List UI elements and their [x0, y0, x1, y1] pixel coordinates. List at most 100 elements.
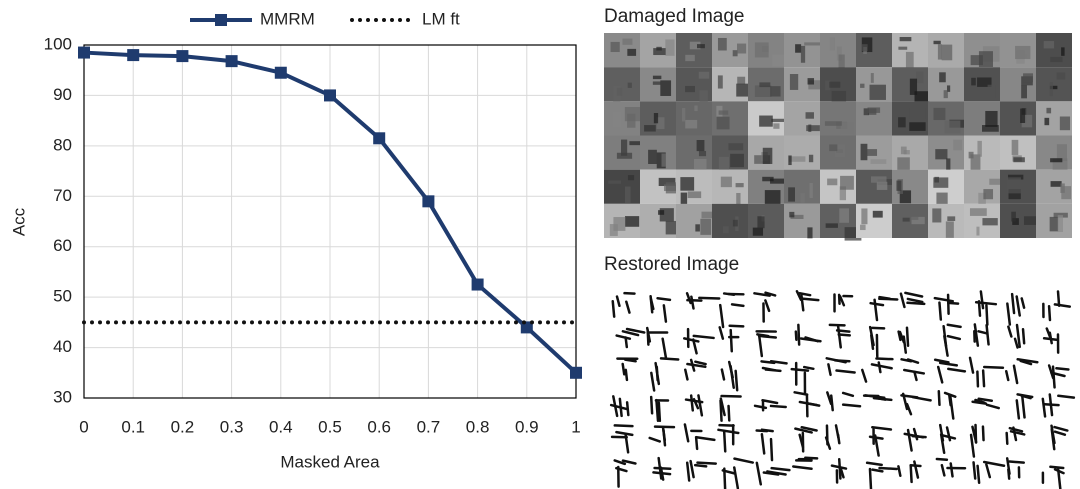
glyph-stroke: [1010, 292, 1016, 315]
tile-stroke: [807, 78, 815, 85]
glyph-stroke: [615, 295, 621, 308]
y-tick-label: 80: [53, 135, 72, 154]
tile-stroke: [627, 48, 637, 56]
tile-stroke: [653, 48, 666, 56]
glyph-stroke: [649, 295, 654, 314]
tile-stroke: [870, 159, 887, 164]
glyph-stroke: [938, 361, 959, 367]
tile-stroke: [1011, 139, 1019, 155]
tile-stroke: [762, 176, 774, 182]
tile-stroke: [718, 156, 730, 171]
glyph-stroke: [969, 433, 976, 458]
tile-stroke: [737, 76, 746, 85]
glyph-stroke: [824, 436, 832, 450]
glyph-stroke: [902, 335, 908, 354]
tile-stroke: [970, 55, 983, 66]
glyph-stroke: [825, 357, 847, 364]
tile-stroke: [800, 193, 805, 203]
glyph-stroke: [1021, 328, 1026, 345]
glyph-stroke: [871, 326, 886, 330]
glyph-stroke: [654, 361, 661, 386]
glyph-stroke: [1007, 325, 1013, 338]
tile-stroke: [789, 211, 795, 218]
glyph-stroke: [865, 461, 883, 467]
tile-stroke: [976, 226, 980, 236]
marker: [373, 132, 386, 145]
tile-stroke: [771, 118, 785, 122]
glyph-stroke: [653, 466, 672, 471]
tile-stroke: [804, 42, 821, 46]
tile-stroke: [685, 119, 698, 129]
tile-stroke: [732, 219, 738, 227]
restored-title: Restored Image: [604, 254, 739, 275]
glyph-stroke: [946, 334, 962, 341]
tile-stroke: [836, 46, 842, 61]
x-tick-label: 0: [79, 417, 88, 436]
glyph-stroke: [903, 432, 925, 439]
glyph-stroke: [694, 360, 707, 366]
tile-stroke: [863, 108, 870, 116]
glyph-stroke: [794, 330, 798, 341]
x-tick-label: 0.7: [417, 417, 441, 436]
glyph-stroke: [612, 395, 619, 418]
glyph-stroke: [933, 358, 950, 364]
glyph-stroke: [909, 464, 922, 468]
tile-stroke: [790, 214, 804, 220]
tile-stroke: [946, 158, 951, 171]
tile-stroke: [909, 122, 926, 131]
glyph-stroke: [906, 358, 920, 364]
glyph-stroke: [1015, 399, 1021, 420]
glyph-stroke: [1045, 327, 1052, 340]
tile-stroke: [680, 192, 688, 207]
tile-stroke: [629, 141, 644, 146]
tile-stroke: [982, 218, 998, 226]
tile-stroke: [806, 125, 820, 132]
glyph-stroke: [766, 470, 787, 476]
tile-stroke: [970, 154, 981, 171]
glyph-stroke: [977, 397, 994, 403]
tile-stroke: [660, 80, 672, 96]
tile-stroke: [665, 182, 683, 194]
tile-stroke: [860, 224, 866, 231]
plot-frame: [83, 44, 577, 399]
tile-stroke: [685, 85, 695, 93]
glyph-stroke: [972, 461, 977, 480]
glyph-stroke: [689, 459, 695, 479]
tile-stroke: [985, 110, 998, 127]
glyph-stroke: [685, 292, 692, 305]
marker: [570, 366, 582, 379]
glyph-stroke: [981, 369, 986, 388]
tile-stroke: [627, 82, 632, 88]
glyph-stroke: [760, 433, 766, 455]
glyph-stroke: [625, 327, 646, 334]
glyph-stroke: [758, 335, 764, 358]
tile-stroke: [933, 107, 946, 121]
tile-stroke: [809, 182, 813, 198]
tile-stroke: [661, 153, 666, 167]
glyph-stroke: [1012, 426, 1018, 442]
marker: [176, 50, 189, 63]
glyph-stroke: [615, 430, 634, 437]
tile-stroke: [989, 178, 1002, 185]
glyph-stroke: [827, 363, 832, 377]
glyph-stroke: [837, 333, 851, 337]
glyph-stroke: [1053, 303, 1072, 308]
tile-stroke: [829, 37, 835, 51]
glyph-stroke: [718, 303, 725, 329]
glyph-stroke: [769, 404, 787, 409]
tile-stroke: [624, 216, 640, 227]
tile-stroke: [653, 112, 659, 124]
image-tile: [1036, 67, 1072, 102]
glyph-stroke: [624, 336, 629, 349]
tile-stroke: [1023, 73, 1033, 83]
tile-stroke: [720, 176, 732, 188]
glyph-stroke: [936, 365, 944, 384]
glyph-stroke: [971, 400, 988, 405]
tile-stroke: [730, 153, 744, 168]
glyph-stroke: [868, 467, 873, 489]
marker: [324, 89, 336, 102]
tile-stroke: [665, 220, 678, 235]
glyph-stroke: [613, 459, 627, 466]
glyph-stroke: [696, 461, 717, 465]
glyph-stroke: [935, 457, 949, 462]
